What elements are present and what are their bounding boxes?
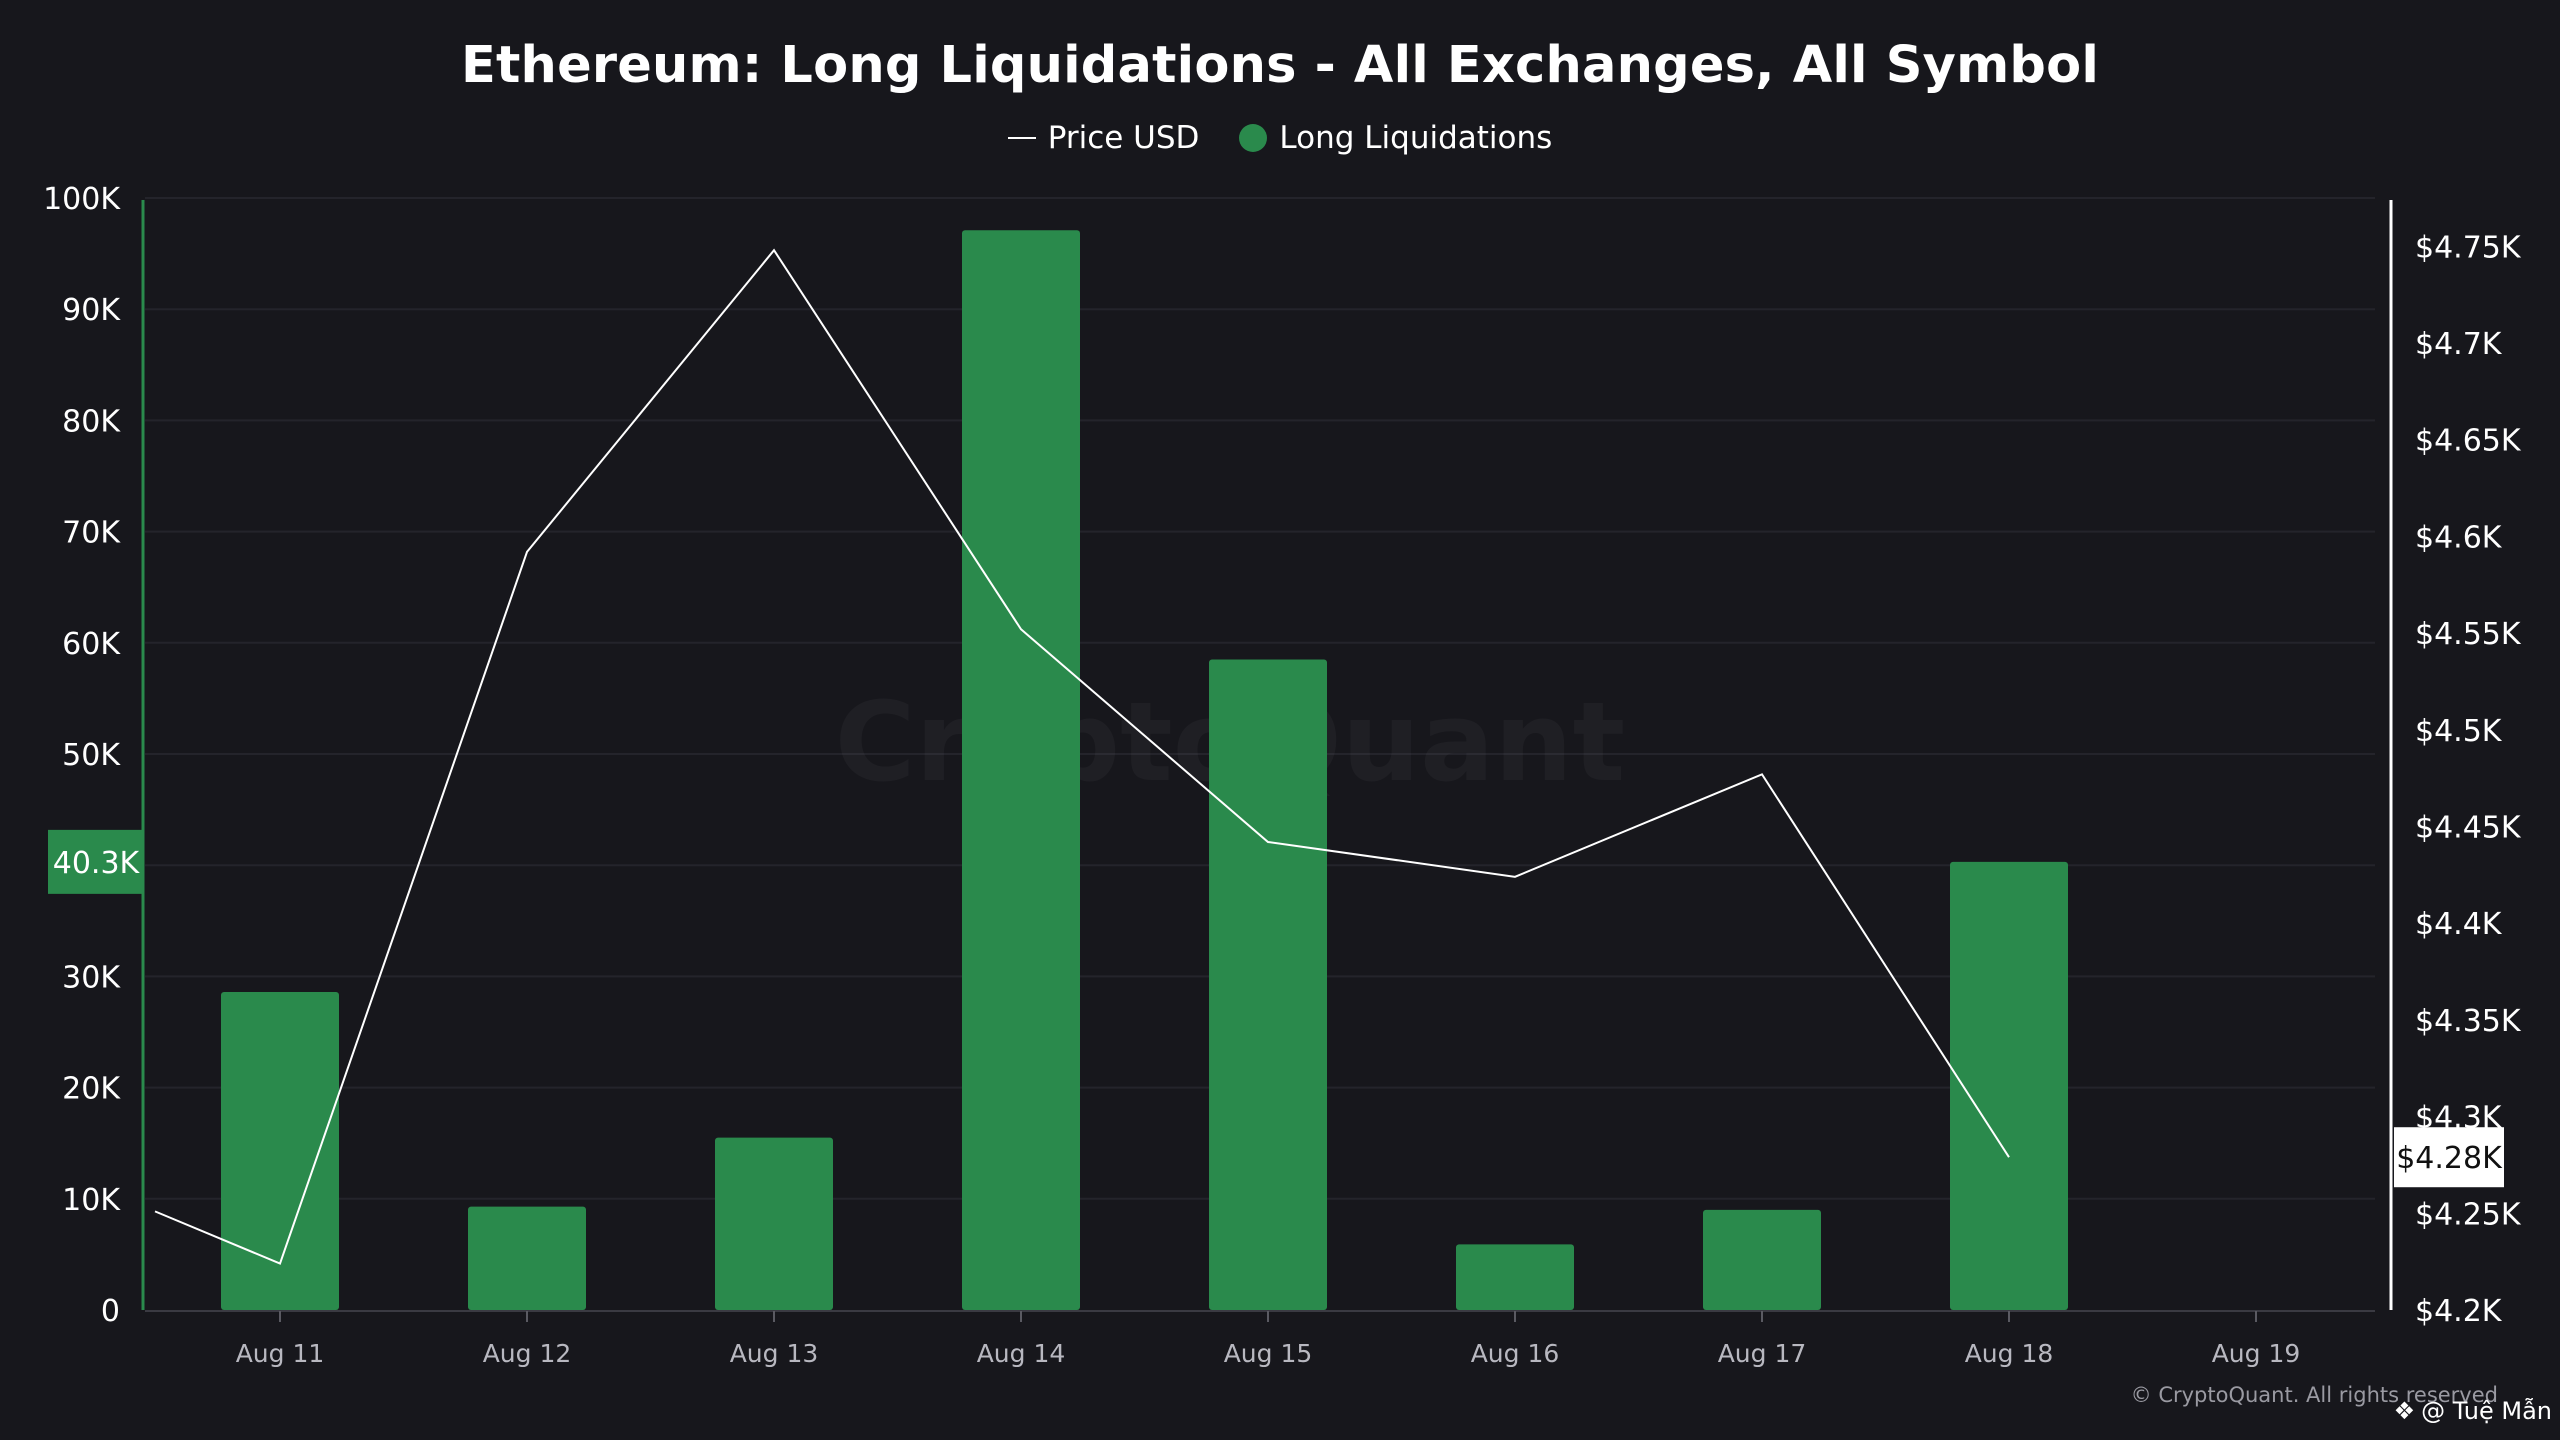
x-tick-label: Aug 16 <box>1471 1339 1560 1368</box>
right-tick-label: $4.5K <box>2415 714 2503 749</box>
x-tick-label: Aug 17 <box>1718 1339 1807 1368</box>
right-value-badge <box>2394 1127 2504 1188</box>
credit-text: @ Tuệ Mẫn <box>2421 1397 2552 1425</box>
left-tick-label: 20K <box>62 1072 121 1107</box>
liquidation-bar <box>1209 659 1327 1310</box>
x-tick-label: Aug 12 <box>483 1339 572 1368</box>
x-tick-label: Aug 18 <box>1965 1339 2054 1368</box>
right-tick-label: $4.75K <box>2415 230 2522 265</box>
liquidation-bar <box>1950 861 2068 1310</box>
legend-dot-swatch <box>1239 124 1268 152</box>
left-tick-label: 30K <box>62 960 121 995</box>
copyright-text: © CryptoQuant. All rights reserved <box>2130 1383 2498 1407</box>
x-tick-label: Aug 11 <box>236 1339 325 1368</box>
legend-item-liquidations[interactable]: Long Liquidations <box>1239 120 1552 156</box>
right-tick-label: $4.25K <box>2415 1197 2522 1232</box>
right-tick-label: $4.65K <box>2415 424 2522 459</box>
liquidation-bar <box>1703 1209 1821 1310</box>
right-value-badge-label: $4.28K <box>2396 1141 2503 1176</box>
left-value-badge-label: 40.3K <box>53 846 141 881</box>
left-value-badge <box>48 829 144 894</box>
legend-line-swatch <box>1007 137 1036 139</box>
right-tick-label: $4.6K <box>2415 520 2503 555</box>
right-tick-label: $4.35K <box>2415 1004 2522 1039</box>
right-tick-label: $4.7K <box>2415 327 2503 362</box>
right-tick-label: $4.55K <box>2415 617 2522 652</box>
x-tick-label: Aug 19 <box>2212 1339 2301 1368</box>
liquidation-bar <box>962 230 1080 1310</box>
binance-diamond-icon: ❖ <box>2393 1397 2416 1425</box>
liquidation-bar <box>715 1137 833 1310</box>
left-tick-label: 50K <box>62 738 121 773</box>
legend-item-price[interactable]: Price USD <box>1007 120 1200 156</box>
liquidation-bar <box>221 991 339 1310</box>
left-tick-label: 10K <box>62 1183 121 1218</box>
legend-liquidations-label: Long Liquidations <box>1279 120 1553 156</box>
legend-price-label: Price USD <box>1047 120 1200 156</box>
credit: ❖ @ Tuệ Mẫn <box>2394 1397 2552 1425</box>
left-tick-label: 80K <box>62 404 121 439</box>
right-tick-label: $4.4K <box>2415 907 2503 942</box>
left-tick-label: 70K <box>62 516 121 551</box>
left-tick-label: 90K <box>62 293 121 328</box>
liquidation-bar <box>468 1206 586 1310</box>
chart-legend: Price USD Long Liquidations <box>0 120 2560 156</box>
chart-title: Ethereum: Long Liquidations - All Exchan… <box>460 36 2100 95</box>
right-tick-label: $4.2K <box>2415 1294 2503 1329</box>
right-tick-label: $4.45K <box>2415 811 2522 846</box>
left-tick-label: 60K <box>62 627 121 662</box>
x-tick-label: Aug 15 <box>1224 1339 1313 1368</box>
liquidation-bar <box>1456 1244 1574 1310</box>
price-line <box>154 248 2010 1265</box>
x-tick-label: Aug 14 <box>977 1339 1066 1368</box>
x-tick-label: Aug 13 <box>730 1339 819 1368</box>
left-tick-label: 100K <box>43 182 121 217</box>
left-tick-label: 0 <box>101 1294 120 1329</box>
